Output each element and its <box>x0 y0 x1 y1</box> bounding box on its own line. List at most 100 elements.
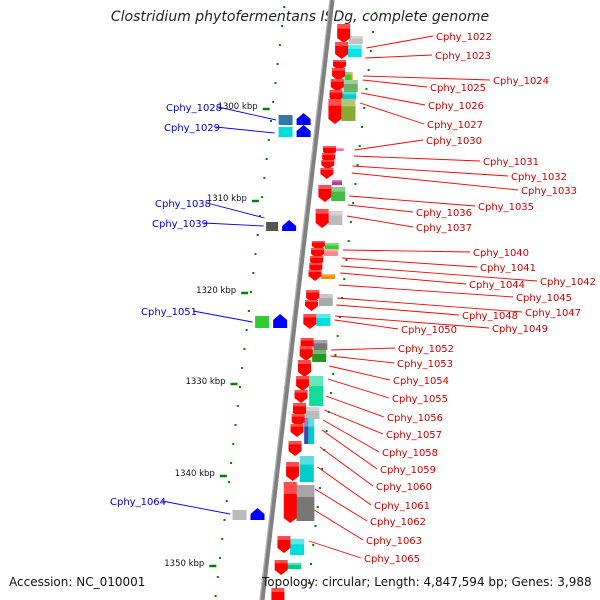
rail-dot-left <box>276 63 279 65</box>
forward-strand-arrow <box>294 390 308 403</box>
rail-dot-right <box>367 69 370 71</box>
rail-dot-right <box>365 88 368 90</box>
forward-feature-box <box>324 243 339 250</box>
arrow-shine <box>335 42 349 46</box>
rail-dot-left <box>238 386 241 388</box>
leader-line <box>342 249 471 253</box>
gene-label-reverse: Cphy_1038 <box>155 199 211 210</box>
rail-dot-right <box>329 392 332 394</box>
gene-label-forward: Cphy_1031 <box>483 157 539 168</box>
reverse-feature-box <box>266 222 279 231</box>
forward-feature-box <box>309 376 324 406</box>
arrow-shine <box>271 588 285 592</box>
leader-line <box>341 257 478 268</box>
reverse-strand-arrow <box>273 314 288 328</box>
leader-line <box>314 488 368 522</box>
gene-label-forward: Cphy_1050 <box>401 325 457 336</box>
leader-line <box>337 297 523 313</box>
forward-strand-arrow <box>337 24 351 43</box>
leader-line <box>351 172 519 191</box>
arrow-shine <box>303 314 317 318</box>
gene-label-forward: Cphy_1060 <box>376 482 432 493</box>
genome-backbone-highlight <box>259 0 331 600</box>
rail-dot-left <box>254 253 257 255</box>
rail-dot-left <box>278 44 281 46</box>
reverse-feature-box <box>232 510 247 520</box>
arrow-shine <box>308 270 322 272</box>
forward-feature-shine <box>331 187 346 192</box>
arrow-shine <box>318 185 332 189</box>
ruler-label: 1330 kbp <box>185 377 225 387</box>
arrow-shine <box>332 68 346 71</box>
reverse-strand-arrow <box>296 125 311 137</box>
forward-strand-arrow <box>274 560 288 575</box>
forward-feature-shine <box>332 180 342 182</box>
forward-strand-arrow <box>286 462 300 481</box>
rail-dot-left <box>267 139 270 141</box>
gene-label-forward: Cphy_1032 <box>511 172 567 183</box>
forward-feature-shine <box>313 340 328 344</box>
arrow-shine <box>292 403 306 407</box>
gene-label-forward: Cphy_1023 <box>435 51 491 62</box>
forward-feature-shine <box>342 92 357 95</box>
arrow-shine <box>296 376 310 380</box>
rail-dot-right <box>314 525 317 527</box>
leader-line <box>161 500 231 515</box>
leader-line <box>215 126 275 134</box>
forward-feature-shine <box>323 249 338 252</box>
ruler-label: 1310 kbp <box>207 194 247 204</box>
gene-label-forward: Cphy_1059 <box>380 465 436 476</box>
leader-line <box>308 540 362 559</box>
ruler-ticks: 1300 kbp 1310 kbp 1320 kbp 1330 kbp 1340 kbp… <box>164 102 270 569</box>
arrow-shine <box>322 153 336 155</box>
gene-label-forward: Cphy_1044 <box>469 280 525 291</box>
arrow-shine <box>283 482 297 494</box>
forward-feature-shine <box>316 314 331 318</box>
gene-label-forward: Cphy_1065 <box>364 554 420 565</box>
gene-label-forward: Cphy_1045 <box>516 293 572 304</box>
leader-line <box>322 419 380 453</box>
rail-dot-left <box>236 405 239 407</box>
genome-title: Clostridium phytofermentans ISDg, comple… <box>110 9 490 25</box>
forward-feature-box <box>335 148 344 151</box>
gene-label-forward: Cphy_1037 <box>416 223 472 234</box>
forward-feature-shine <box>328 211 343 216</box>
leader-line <box>319 446 374 487</box>
leader-line <box>317 466 372 506</box>
rail-dot-left <box>214 595 217 597</box>
arrow-shine <box>309 263 323 265</box>
rail-dot-right <box>318 487 321 489</box>
leader-line <box>353 155 481 162</box>
leader-line <box>366 35 434 49</box>
leader-line <box>359 102 425 125</box>
forward-strand-arrow <box>332 68 346 81</box>
gene-label-forward: Cphy_1024 <box>493 76 549 87</box>
forward-feature-shine <box>341 99 356 107</box>
reverse-feature-box <box>278 127 293 137</box>
leader-line <box>354 139 424 151</box>
rail-dot-left <box>283 6 286 8</box>
gene-label-reverse: Cphy_1064 <box>110 497 166 508</box>
forward-feature-shine <box>318 294 333 298</box>
forward-strand-arrow <box>320 168 334 179</box>
arrow-shine <box>321 160 335 162</box>
rail-dot-left <box>219 557 222 559</box>
rail-dot-right <box>347 240 350 242</box>
rail-dot-right <box>336 335 339 337</box>
forward-feature-box <box>331 187 346 201</box>
leader-line <box>217 106 277 121</box>
leader-line <box>361 92 426 106</box>
gene-label-reverse: Cphy_1029 <box>164 123 220 134</box>
rail-dot-left <box>247 310 250 312</box>
rail-dot-right <box>316 506 319 508</box>
forward-feature-shine <box>312 350 327 354</box>
rail-dot-left <box>265 158 268 160</box>
arrow-shine <box>290 424 304 427</box>
gene-label-forward: Cphy_1055 <box>392 394 448 405</box>
rail-dot-right <box>332 373 335 375</box>
forward-strand-arrow <box>283 482 297 523</box>
forward-feature-box <box>313 340 328 350</box>
leader-line <box>340 265 538 282</box>
rail-dot-right <box>334 354 337 356</box>
